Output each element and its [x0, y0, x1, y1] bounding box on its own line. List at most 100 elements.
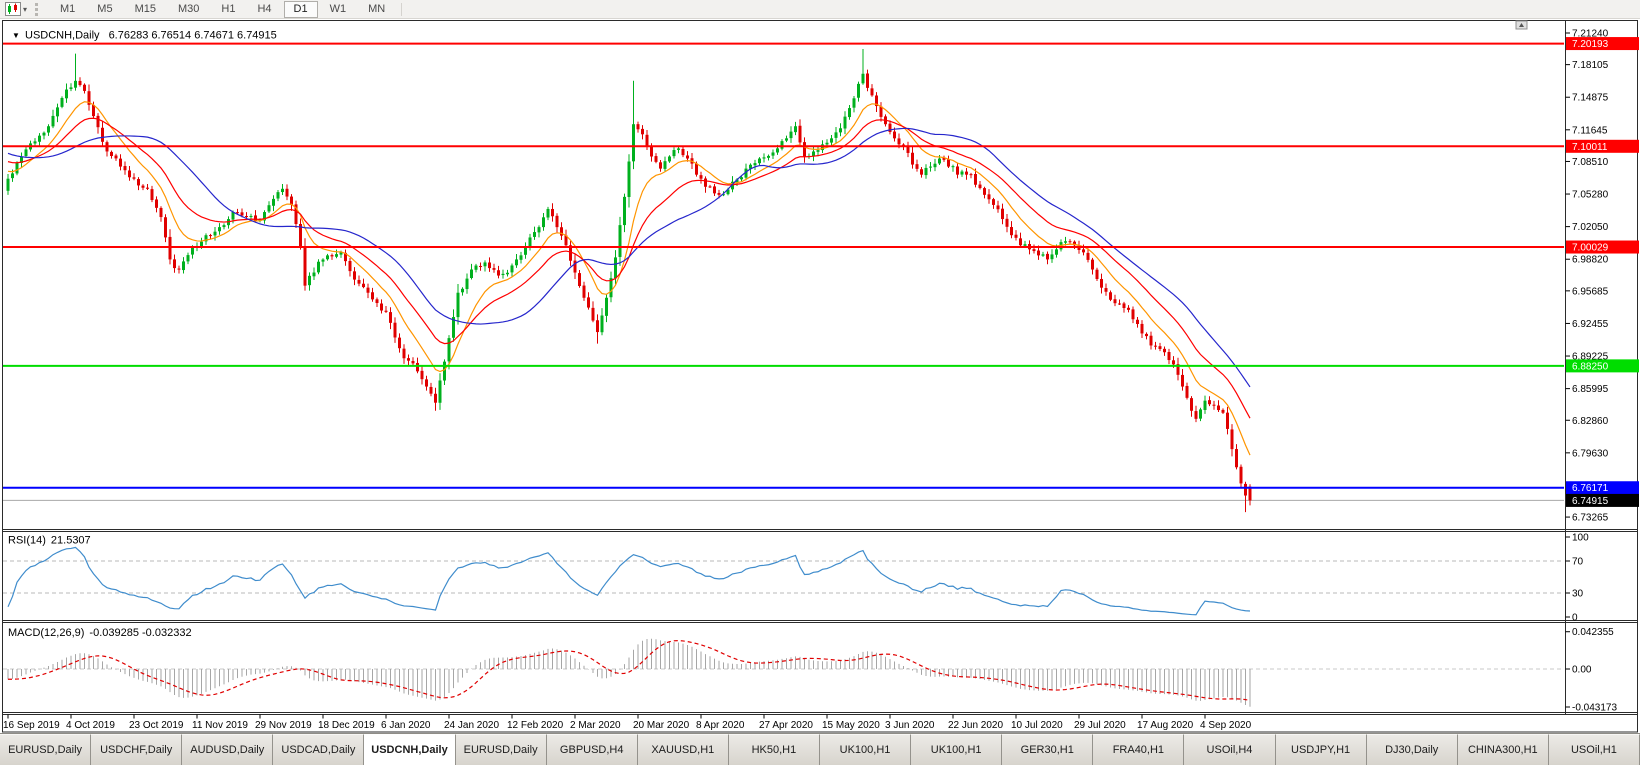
chart-area[interactable]: 7.21240 7.18105 7.14875 7.11645 7.08510 7.052… — [0, 19, 1640, 733]
time-axis-labels: 16 Sep 2019 4 Oct 2019 23 Oct 2019 11 Nov 2… — [3, 714, 1252, 731]
chart-tab-usdjpy-h1[interactable]: USDJPY,H1 — [1275, 734, 1367, 765]
timeframe-button-w1[interactable]: W1 — [320, 1, 357, 18]
timeframe-button-m5[interactable]: M5 — [87, 1, 122, 18]
price-axis-labels: 7.21240 7.18105 7.14875 7.11645 7.08510 7.052… — [1565, 29, 1609, 524]
price-level-box-label: 6.76171 — [1572, 483, 1609, 494]
price-level-box: 6.88250 — [1566, 359, 1639, 373]
timeframe-button-h4[interactable]: H4 — [247, 1, 281, 18]
chart-tab-uk100-h1[interactable]: UK100,H1 — [819, 734, 912, 765]
price-axis-label: 7.21240 — [1572, 29, 1609, 40]
rsi-axis-label: 100 — [1572, 533, 1589, 544]
time-axis-label: 23 Oct 2019 — [129, 720, 184, 731]
timeframe-button-h1[interactable]: H1 — [211, 1, 245, 18]
price-axis-label: 7.05280 — [1572, 190, 1609, 201]
chart-tab-eurusd-daily[interactable]: EURUSD,Daily — [455, 734, 547, 765]
chart-tab-china300-h1[interactable]: CHINA300,H1 — [1457, 734, 1549, 765]
time-axis-label: 10 Jul 2020 — [1011, 720, 1063, 731]
price-axis-label: 6.98820 — [1572, 255, 1609, 266]
chart-tab-xauusd-h1[interactable]: XAUUSD,H1 — [637, 734, 729, 765]
price-axis-label: 6.95685 — [1572, 286, 1609, 297]
price-axis-label: 7.14875 — [1572, 93, 1609, 104]
price-axis-label: 7.08510 — [1572, 157, 1609, 168]
price-level-box: 7.20193 — [1566, 37, 1639, 51]
chart-type-dropdown-caret[interactable]: ▾ — [23, 4, 28, 14]
chart-title: USDCNH,Daily 6.76283 6.76514 6.74671 6.74… — [25, 30, 277, 42]
time-axis-label: 17 Aug 2020 — [1137, 720, 1194, 731]
chart-tab-hk50-h1[interactable]: HK50,H1 — [728, 734, 820, 765]
price-level-box: 7.10011 — [1566, 139, 1639, 153]
chart-tab-uk100-h1[interactable]: UK100,H1 — [911, 734, 1003, 765]
chart-tab-gbpusd-h4[interactable]: GBPUSD,H4 — [546, 734, 638, 765]
rsi-axis-labels: 100 70 30 0 — [1565, 533, 1589, 624]
chart-border — [2, 20, 1638, 733]
candles — [6, 49, 1252, 513]
price-level-box-label: 6.74915 — [1572, 496, 1609, 507]
price-level-box-label: 7.20193 — [1572, 39, 1609, 50]
timeframe-button-m15[interactable]: M15 — [125, 1, 166, 18]
price-axis-label: 6.73265 — [1572, 513, 1609, 524]
chart-tab-ger30-h1[interactable]: GER30,H1 — [1002, 734, 1094, 765]
chart-tab-usdchf-daily[interactable]: USDCHF,Daily — [91, 734, 183, 765]
price-axis-label: 6.82860 — [1572, 416, 1609, 427]
chart-tab-usoil-h1[interactable]: USOil,H1 — [1548, 734, 1640, 765]
rsi-axis-label: 0 — [1572, 613, 1578, 624]
time-axis-label: 15 May 2020 — [822, 720, 880, 731]
time-axis-label: 29 Jul 2020 — [1074, 720, 1126, 731]
price-level-box-label: 7.00029 — [1572, 243, 1609, 254]
price-level-box: 7.00029 — [1566, 240, 1639, 254]
time-axis-label: 8 Apr 2020 — [696, 720, 745, 731]
chart-window: 7.21240 7.18105 7.14875 7.11645 7.08510 7.052… — [0, 19, 1640, 733]
chart-tab-usdcad-daily[interactable]: USDCAD,Daily — [273, 734, 365, 765]
chart-tab-usoil-h4[interactable]: USOil,H4 — [1184, 734, 1276, 765]
rsi-label: RSI(14) 21.5307 — [8, 535, 91, 547]
moving-average-sma30 — [7, 127, 1251, 388]
time-axis-label: 2 Mar 2020 — [570, 720, 621, 731]
price-level-box-label: 6.88250 — [1572, 361, 1609, 372]
chart-tab-dj30-daily[interactable]: DJ30,Daily — [1366, 734, 1458, 765]
macd-axis-label: 0.00 — [1572, 665, 1592, 676]
price-axis-label: 7.11645 — [1572, 125, 1608, 136]
rsi-line — [7, 546, 1251, 616]
price-axis-label: 6.79630 — [1572, 448, 1609, 459]
chart-tab-fra40-h1[interactable]: FRA40,H1 — [1093, 734, 1185, 765]
chart-scroll-button[interactable] — [1515, 20, 1528, 30]
price-axis-label: 6.92455 — [1572, 319, 1609, 330]
time-axis-label: 11 Nov 2019 — [192, 720, 248, 731]
timeframe-button-m30[interactable]: M30 — [168, 1, 209, 18]
macd-histogram — [7, 638, 1251, 707]
scroll-up-icon — [1519, 23, 1524, 27]
time-axis-label: 6 Jan 2020 — [381, 720, 431, 731]
timeframe-buttons: M1 M5 M15 M30 H1 H4 D1 W1 MN — [49, 0, 396, 18]
timeframe-button-mn[interactable]: MN — [358, 1, 395, 18]
chart-tabs-bar: EURUSD,Daily USDCHF,Daily AUDUSD,Daily USDC… — [0, 733, 1640, 765]
toolbar-grip[interactable] — [35, 2, 41, 16]
time-axis-label: 27 Apr 2020 — [759, 720, 813, 731]
chart-type-icon[interactable] — [3, 2, 23, 17]
timeframe-button-d1[interactable]: D1 — [283, 0, 318, 18]
time-axis-label: 3 Jun 2020 — [885, 720, 935, 731]
time-axis-label: 4 Oct 2019 — [66, 720, 115, 731]
time-axis-label: 20 Mar 2020 — [633, 720, 690, 731]
chart-objects-marker-icon[interactable]: ▼ — [12, 31, 20, 40]
macd-signal-line — [7, 640, 1251, 702]
price-level-box-label: 7.10011 — [1572, 142, 1608, 153]
macd-axis-label: -0.043173 — [1572, 702, 1617, 713]
rsi-axis-label: 30 — [1572, 589, 1584, 600]
chart-background — [0, 19, 1640, 733]
macd-label: MACD(12,26,9) -0.039285 -0.032332 — [8, 627, 192, 639]
time-axis-label: 22 Jun 2020 — [948, 720, 1003, 731]
time-axis-label: 4 Sep 2020 — [1200, 720, 1252, 731]
timeframes-toolbar: ▾ M1 M5 M15 M30 H1 H4 D1 W1 MN — [0, 0, 1640, 19]
moving-average-ema10 — [7, 101, 1251, 456]
price-level-box: 6.76171 — [1566, 481, 1639, 495]
macd-axis-label: 0.042355 — [1572, 627, 1614, 638]
timeframe-button-m1[interactable]: M1 — [50, 1, 85, 18]
chart-tab-usdcnh-daily[interactable]: USDCNH,Daily — [364, 734, 456, 765]
price-axis-label: 7.18105 — [1572, 60, 1609, 71]
rsi-axis-label: 70 — [1572, 557, 1584, 568]
chart-tab-eurusd-daily[interactable]: EURUSD,Daily — [0, 734, 92, 765]
toolbar-separator — [401, 2, 403, 16]
chart-tab-audusd-daily[interactable]: AUDUSD,Daily — [182, 734, 274, 765]
time-axis-label: 12 Feb 2020 — [507, 720, 564, 731]
